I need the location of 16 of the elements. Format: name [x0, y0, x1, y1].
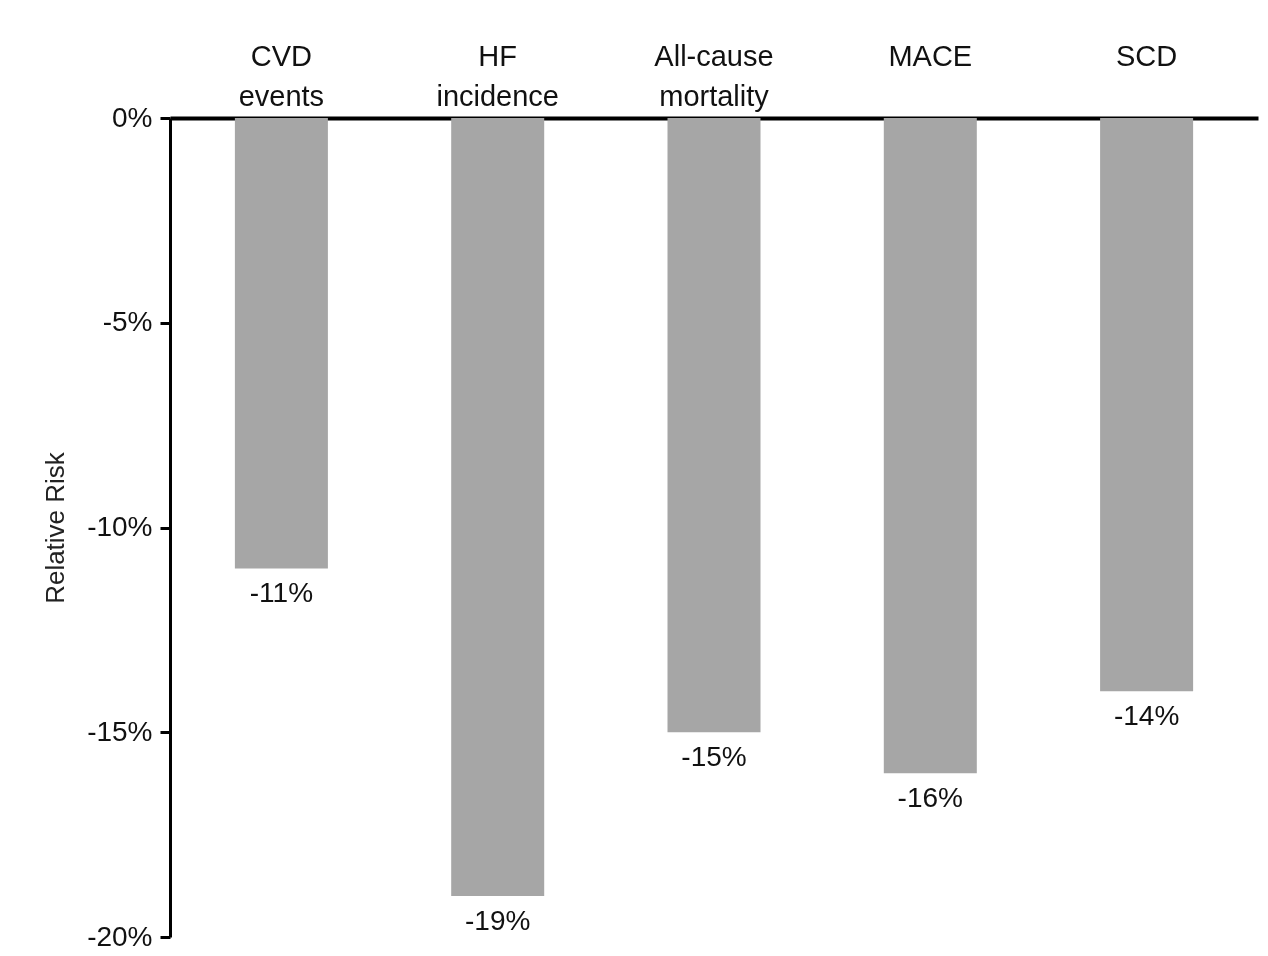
- x-tick-label: CVD events: [238, 39, 325, 112]
- y-tick-label: 0%: [112, 101, 153, 133]
- data-label: -15%: [681, 741, 747, 773]
- x-tick-label: HF incidence: [436, 39, 559, 112]
- y-tick-label: -15%: [87, 715, 153, 747]
- data-label: -19%: [465, 905, 531, 937]
- data-label: -16%: [897, 782, 963, 814]
- x-tick-label: All-cause mortality: [654, 39, 774, 112]
- x-tick-label: SCD: [1115, 39, 1178, 72]
- data-label: -11%: [249, 577, 314, 609]
- data-label: -14%: [1113, 700, 1180, 732]
- y-tick-label: -20%: [87, 920, 153, 952]
- y-axis-title: Relative Risk: [40, 451, 71, 604]
- y-tick-label: -10%: [87, 511, 153, 542]
- x-tick-label: MACE: [888, 39, 973, 72]
- y-tick-label: -5%: [102, 306, 153, 338]
